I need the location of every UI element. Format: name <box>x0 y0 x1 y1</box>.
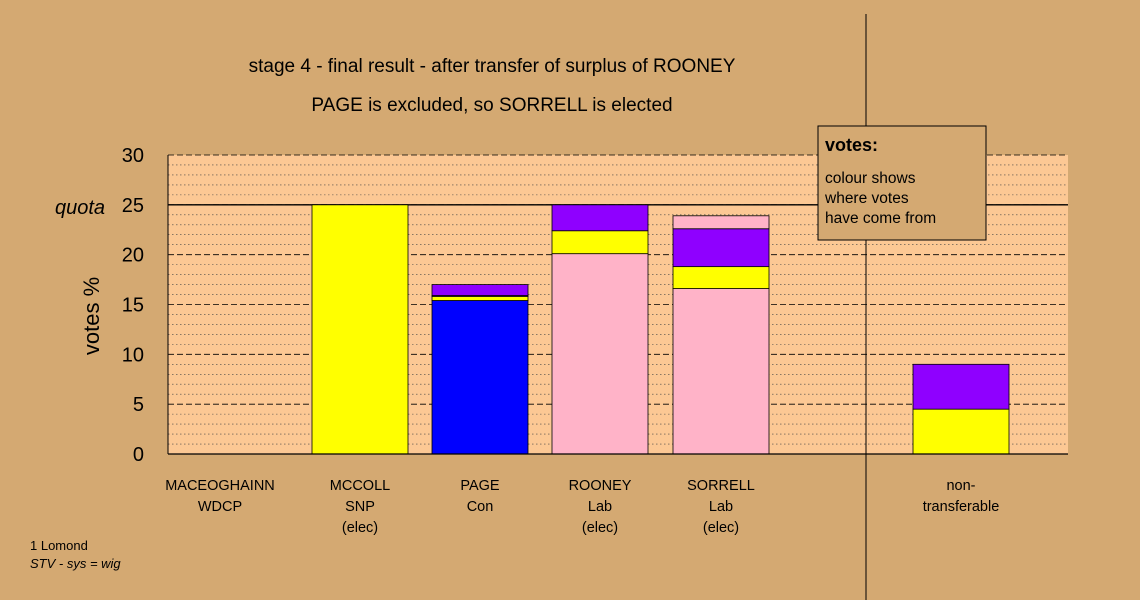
x-category-label: MCCOLL <box>330 478 390 494</box>
x-category-label: SORRELL <box>687 478 755 494</box>
x-category-label: PAGE <box>460 478 500 494</box>
x-category-label: MACEOGHAINN <box>165 478 275 494</box>
bar-segment <box>311 204 409 455</box>
footer-constituency: 1 Lomond <box>30 538 88 553</box>
y-tick-label: 30 <box>122 145 144 167</box>
chart-title: stage 4 - final result - after transfer … <box>249 56 736 77</box>
bar-segment <box>431 284 529 296</box>
y-tick-labels: 0 5 10 15 20 25 30 <box>122 145 144 466</box>
chart-subtitle: PAGE is excluded, so SORRELL is elected <box>311 95 672 116</box>
y-axis-label: votes % <box>79 277 104 355</box>
legend-line-1: colour shows <box>825 170 916 187</box>
x-category-label: non- <box>946 478 975 494</box>
bar-segment <box>912 408 1010 455</box>
legend-box <box>817 125 987 241</box>
bar-segment <box>672 266 770 289</box>
y-tick-label: 5 <box>133 394 144 416</box>
quota-label: quota <box>55 197 105 219</box>
x-category-label: (elec) <box>582 520 618 536</box>
legend-title: votes: <box>825 135 878 155</box>
x-category-label: Lab <box>588 499 612 515</box>
x-category-label: transferable <box>923 499 1000 515</box>
bar-segment <box>431 296 529 301</box>
y-tick-label: 25 <box>122 195 144 217</box>
y-tick-label: 20 <box>122 245 144 267</box>
bar-segment <box>431 300 529 455</box>
bar-segment <box>672 215 770 230</box>
y-tick-label: 10 <box>122 344 144 366</box>
y-tick-label: 0 <box>133 444 144 466</box>
legend: votes: colour shows where votes have com… <box>817 125 987 241</box>
bar-segment <box>672 288 770 455</box>
bar-segment <box>551 230 649 255</box>
x-category-label: Con <box>467 499 494 515</box>
bar-segment <box>912 363 1010 410</box>
x-category-label: Lab <box>709 499 733 515</box>
footer-system: STV - sys = wig <box>30 556 121 571</box>
legend-line-2: where votes <box>824 190 909 207</box>
y-tick-label: 15 <box>122 295 144 317</box>
footer: 1 Lomond STV - sys = wig <box>30 537 121 573</box>
bar-segment <box>551 253 649 455</box>
legend-line-3: have come from <box>825 210 936 227</box>
bars <box>311 204 1010 455</box>
x-category-label: (elec) <box>342 520 378 536</box>
bar-segment <box>551 204 649 232</box>
x-category-label: SNP <box>345 499 375 515</box>
x-category-label: ROONEY <box>569 478 632 494</box>
x-category-label: (elec) <box>703 520 739 536</box>
x-category-label: WDCP <box>198 499 242 515</box>
x-category-labels: MACEOGHAINN WDCP MCCOLL SNP (elec) PAGE Con ROO… <box>165 478 999 536</box>
bar-segment <box>672 228 770 268</box>
